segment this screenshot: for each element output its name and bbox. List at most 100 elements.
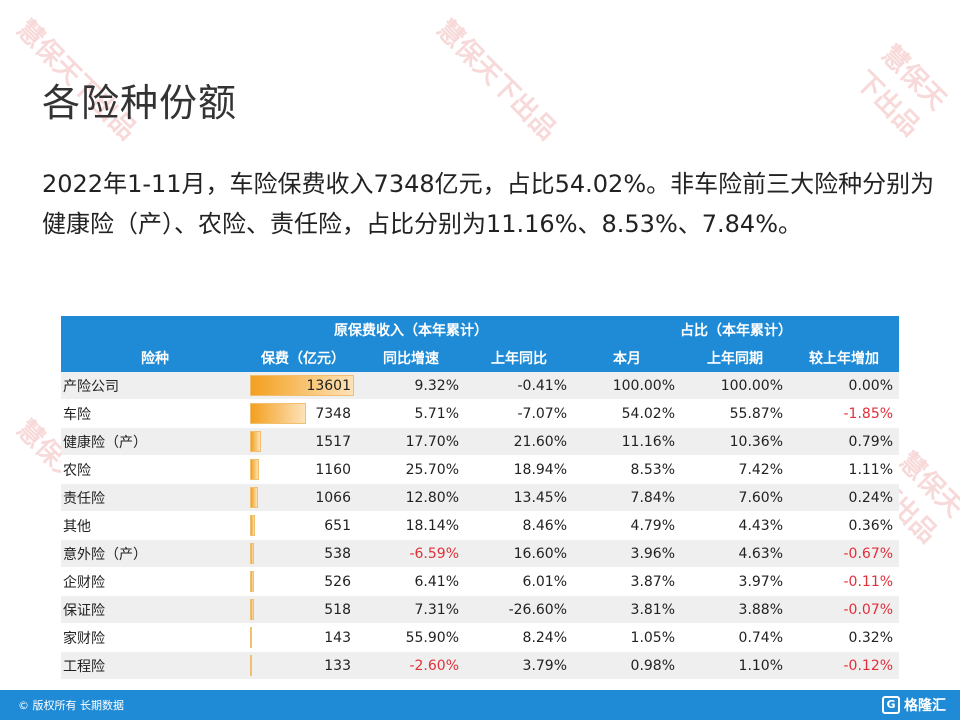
cell-last-yoy: 3.79%: [465, 651, 574, 680]
cell-last-yoy: 8.24%: [465, 623, 574, 652]
cell-change: -0.67%: [789, 539, 900, 568]
watermark: 慧保天下出品: [849, 39, 952, 143]
group-header-blank: [61, 316, 249, 344]
cell-last-yoy: -0.41%: [465, 372, 574, 400]
cell-yoy: -6.59%: [357, 539, 465, 568]
cell-last-yoy: 16.60%: [465, 539, 574, 568]
premium-bar: [250, 431, 261, 452]
premium-bar: [250, 403, 306, 424]
cell-type: 企财险: [61, 567, 249, 596]
header-type: 险种: [61, 344, 249, 372]
cell-change: -0.12%: [789, 651, 900, 680]
table-row: 家财险 143 55.90% 8.24% 1.05% 0.74% 0.32%: [61, 623, 900, 652]
premium-bar: [250, 487, 258, 508]
premium-value: 518: [324, 601, 351, 618]
cell-yoy: 18.14%: [357, 511, 465, 540]
premium-value: 1517: [315, 433, 351, 450]
cell-change: 0.24%: [789, 483, 900, 512]
cell-type: 意外险（产）: [61, 539, 249, 568]
cell-yoy: -2.60%: [357, 651, 465, 680]
cell-premium: 538: [249, 539, 357, 568]
cell-yoy: 12.80%: [357, 483, 465, 512]
cell-last-share: 10.36%: [681, 427, 790, 456]
cell-premium: 1160: [249, 455, 357, 484]
group-header-share: 占比（本年累计）: [573, 316, 900, 344]
cell-yoy: 17.70%: [357, 427, 465, 456]
cell-last-yoy: -26.60%: [465, 595, 574, 624]
copyright-text: © 版权所有 长期数据: [18, 699, 124, 712]
premium-value: 143: [324, 629, 351, 646]
cell-yoy: 5.71%: [357, 399, 465, 428]
footer-bar: © 版权所有 长期数据 G 格隆汇: [0, 690, 960, 720]
watermark: 慧保天下出品: [430, 14, 563, 147]
brand-name: 格隆汇: [904, 698, 946, 714]
cell-last-yoy: 6.01%: [465, 567, 574, 596]
cell-type: 健康险（产）: [61, 427, 249, 456]
cell-type: 其他: [61, 511, 249, 540]
cell-last-share: 3.97%: [681, 567, 790, 596]
premium-value: 13601: [306, 377, 351, 394]
cell-type: 工程险: [61, 651, 249, 680]
cell-type: 产险公司: [61, 372, 249, 400]
cell-last-yoy: -7.07%: [465, 399, 574, 428]
cell-change: 1.11%: [789, 455, 900, 484]
table-row: 产险公司 13601 9.32% -0.41% 100.00% 100.00% 0.00%: [61, 372, 900, 400]
table-row: 企财险 526 6.41% 6.01% 3.87% 3.97% -0.11%: [61, 567, 900, 596]
summary-paragraph: 2022年1-11月，车险保费收入7348亿元，占比54.02%。非车险前三大险…: [42, 170, 935, 238]
cell-last-share: 7.60%: [681, 483, 790, 512]
cell-share: 3.87%: [573, 567, 682, 596]
table-row: 其他 651 18.14% 8.46% 4.79% 4.43% 0.36%: [61, 511, 900, 540]
cell-last-share: 1.10%: [681, 651, 790, 680]
insurance-share-table: 原保费收入（本年累计） 占比（本年累计） 险种 保费（亿元） 同比增速 上年同比…: [61, 316, 900, 680]
header-last-share: 上年同期: [681, 344, 790, 372]
header-last-yoy: 上年同比: [465, 344, 574, 372]
cell-premium: 518: [249, 595, 357, 624]
cell-share: 4.79%: [573, 511, 682, 540]
premium-bar: [250, 543, 254, 564]
premium-value: 538: [324, 545, 351, 562]
cell-premium: 143: [249, 623, 357, 652]
cell-change: -1.85%: [789, 399, 900, 428]
table-header-row: 险种 保费（亿元） 同比增速 上年同比 本月 上年同期 较上年增加: [61, 344, 900, 372]
header-yoy: 同比增速: [357, 344, 465, 372]
cell-yoy: 25.70%: [357, 455, 465, 484]
cell-share: 3.81%: [573, 595, 682, 624]
cell-premium: 651: [249, 511, 357, 540]
cell-type: 责任险: [61, 483, 249, 512]
cell-share: 8.53%: [573, 455, 682, 484]
premium-value: 526: [324, 573, 351, 590]
cell-yoy: 55.90%: [357, 623, 465, 652]
cell-last-yoy: 8.46%: [465, 511, 574, 540]
header-premium: 保费（亿元）: [249, 344, 357, 372]
g-logo-icon: G: [882, 696, 900, 714]
header-change: 较上年增加: [789, 344, 900, 372]
premium-value: 133: [324, 657, 351, 674]
cell-yoy: 6.41%: [357, 567, 465, 596]
cell-last-yoy: 18.94%: [465, 455, 574, 484]
premium-bar: [250, 571, 254, 592]
cell-change: -0.11%: [789, 567, 900, 596]
table-row: 农险 1160 25.70% 18.94% 8.53% 7.42% 1.11%: [61, 455, 900, 484]
premium-value: 651: [324, 517, 351, 534]
premium-value: 1160: [315, 461, 351, 478]
cell-change: 0.32%: [789, 623, 900, 652]
brand-logo: G 格隆汇: [882, 695, 946, 715]
page-title: 各险种份额: [42, 81, 238, 125]
table-row: 意外险（产） 538 -6.59% 16.60% 3.96% 4.63% -0.67%: [61, 539, 900, 568]
premium-bar: [250, 515, 255, 536]
premium-bar: [250, 599, 254, 620]
cell-last-share: 4.63%: [681, 539, 790, 568]
cell-premium: 13601: [249, 372, 357, 400]
cell-change: -0.07%: [789, 595, 900, 624]
table-body: 产险公司 13601 9.32% -0.41% 100.00% 100.00% 0.00% 车…: [61, 372, 900, 680]
cell-share: 3.96%: [573, 539, 682, 568]
cell-last-yoy: 13.45%: [465, 483, 574, 512]
cell-share: 7.84%: [573, 483, 682, 512]
premium-bar: [250, 627, 252, 648]
table-row: 工程险 133 -2.60% 3.79% 0.98% 1.10% -0.12%: [61, 651, 900, 680]
cell-premium: 7348: [249, 399, 357, 428]
cell-change: 0.36%: [789, 511, 900, 540]
cell-premium: 1517: [249, 427, 357, 456]
premium-bar: [250, 375, 354, 396]
cell-change: 0.79%: [789, 427, 900, 456]
